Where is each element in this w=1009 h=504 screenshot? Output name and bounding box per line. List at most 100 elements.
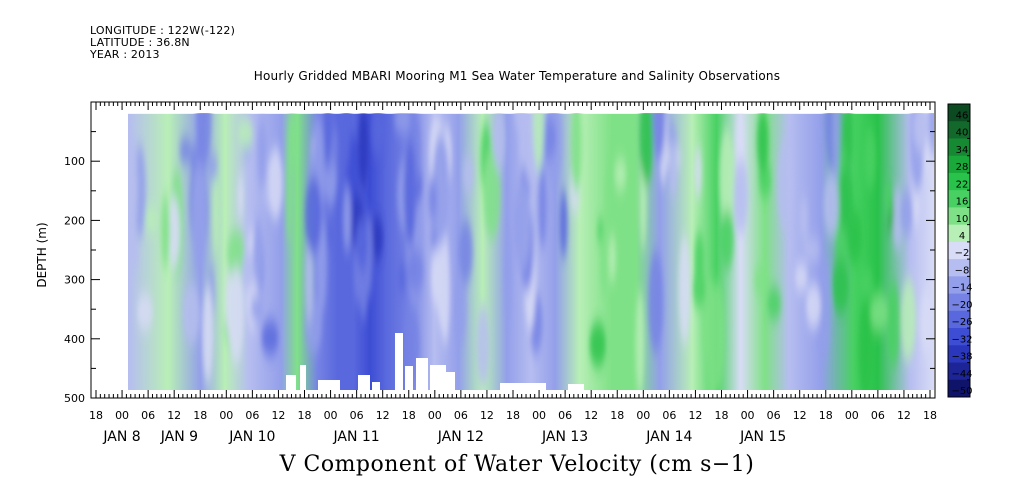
x-hour-label: 00 bbox=[115, 409, 129, 422]
colorbar-label: 34 bbox=[956, 145, 969, 156]
x-hour-label: 18 bbox=[819, 409, 833, 422]
colorbar-swatch bbox=[948, 379, 970, 398]
colorbar-swatch bbox=[948, 276, 970, 295]
colorbar-label: −8 bbox=[955, 265, 970, 276]
x-day-label: JAN 10 bbox=[228, 429, 275, 445]
colorbar-swatch bbox=[948, 345, 970, 364]
colorbar-frame bbox=[947, 103, 971, 398]
colorbar-swatch bbox=[948, 259, 970, 277]
y-tick-label: 500 bbox=[64, 392, 85, 405]
colorbar-label: −44 bbox=[951, 369, 972, 380]
missing-data-patch bbox=[405, 366, 413, 390]
colorbar-label: −38 bbox=[951, 352, 972, 363]
x-hour-label: 18 bbox=[506, 409, 520, 422]
year-label: YEAR : 2013 bbox=[90, 48, 160, 61]
x-hour-label: 18 bbox=[715, 409, 729, 422]
x-hour-label: 12 bbox=[376, 409, 390, 422]
chart-title: Hourly Gridded MBARI Mooring M1 Sea Wate… bbox=[253, 69, 781, 83]
colorbar-swatch bbox=[948, 293, 970, 312]
colorbar-swatch bbox=[948, 138, 970, 157]
x-day-label: JAN 11 bbox=[333, 429, 380, 445]
y-tick-label: 300 bbox=[64, 274, 85, 287]
x-hour-label: 12 bbox=[688, 409, 702, 422]
missing-data-patch bbox=[372, 382, 380, 390]
x-hour-label: 06 bbox=[767, 409, 781, 422]
colorbar-label: −20 bbox=[951, 300, 972, 311]
colorbar-swatch bbox=[948, 121, 970, 139]
x-hour-label: 06 bbox=[454, 409, 468, 422]
colorbar-label: 46 bbox=[956, 110, 969, 121]
colorbar-swatch bbox=[948, 328, 970, 346]
x-hour-label: 06 bbox=[245, 409, 259, 422]
x-hour-label: 00 bbox=[428, 409, 442, 422]
y-axis-label: DEPTH (m) bbox=[35, 222, 49, 287]
colorbar-swatch bbox=[948, 310, 970, 329]
x-hour-label: 18 bbox=[923, 409, 937, 422]
x-hour-label: 18 bbox=[610, 409, 624, 422]
missing-data-patch bbox=[416, 358, 428, 390]
missing-data-patch bbox=[318, 380, 340, 390]
latitude-label: LATITUDE : 36.8N bbox=[90, 36, 190, 49]
x-hour-label: 00 bbox=[845, 409, 859, 422]
colorbar-label: 40 bbox=[956, 128, 969, 139]
missing-data bbox=[286, 333, 584, 390]
x-hour-label: 18 bbox=[298, 409, 312, 422]
colorbar-label: −2 bbox=[955, 248, 970, 259]
x-hour-label: 12 bbox=[584, 409, 598, 422]
x-hour-label: 18 bbox=[402, 409, 416, 422]
missing-data-patch bbox=[300, 365, 306, 390]
colorbar-label: −26 bbox=[951, 317, 972, 328]
colorbar-label: −14 bbox=[951, 283, 972, 294]
y-tick-label: 100 bbox=[64, 155, 85, 168]
x-hour-label: 12 bbox=[793, 409, 807, 422]
colorbar-swatch bbox=[948, 190, 970, 208]
colorbar-label: −32 bbox=[951, 334, 972, 345]
x-day-label: JAN 15 bbox=[739, 429, 786, 445]
colorbar-swatch bbox=[948, 104, 970, 122]
heatmap-field bbox=[128, 113, 934, 390]
x-hour-label: 06 bbox=[350, 409, 364, 422]
y-tick-label: 200 bbox=[64, 214, 85, 227]
x-day-label: JAN 13 bbox=[541, 429, 588, 445]
colorbar-swatch bbox=[948, 155, 970, 174]
longitude-label: LONGITUDE : 122W(-122) bbox=[90, 24, 236, 37]
missing-data-patch bbox=[395, 333, 403, 390]
missing-data-patch bbox=[286, 375, 296, 390]
colorbar-label: 28 bbox=[956, 162, 969, 173]
missing-data-patch bbox=[430, 365, 446, 390]
missing-data-patch bbox=[358, 375, 370, 390]
missing-data-patch bbox=[568, 384, 584, 390]
x-day-label: JAN 12 bbox=[437, 429, 484, 445]
x-hour-label: 00 bbox=[532, 409, 546, 422]
colorbar-label: 22 bbox=[956, 179, 969, 190]
heatmap-texture bbox=[128, 113, 934, 390]
colorbar-swatch bbox=[948, 241, 970, 260]
x-hour-label: 06 bbox=[141, 409, 155, 422]
colorbar-swatch bbox=[948, 172, 970, 191]
colorbar-label: 16 bbox=[956, 197, 969, 208]
x-hour-label: 12 bbox=[480, 409, 494, 422]
missing-data-patch bbox=[500, 383, 546, 390]
x-hour-label: 06 bbox=[662, 409, 676, 422]
colorbar-swatch bbox=[948, 224, 970, 243]
x-hour-label: 00 bbox=[219, 409, 233, 422]
colorbar-swatch bbox=[948, 207, 970, 226]
x-hour-label: 06 bbox=[871, 409, 885, 422]
y-tick-label: 400 bbox=[64, 333, 85, 346]
colorbar-swatch bbox=[948, 362, 970, 381]
colorbar-label: 4 bbox=[959, 231, 965, 242]
x-hour-label: 12 bbox=[897, 409, 911, 422]
missing-data-patch bbox=[443, 372, 455, 390]
colorbar-label: −50 bbox=[951, 386, 972, 397]
x-hour-label: 06 bbox=[558, 409, 572, 422]
x-hour-label: 18 bbox=[89, 409, 103, 422]
x-hour-label: 00 bbox=[324, 409, 338, 422]
x-day-label: JAN 8 bbox=[102, 429, 140, 445]
x-hour-label: 00 bbox=[636, 409, 650, 422]
x-hour-label: 12 bbox=[167, 409, 181, 422]
x-hour-label: 18 bbox=[193, 409, 207, 422]
x-hour-label: 12 bbox=[271, 409, 285, 422]
variable-caption: V Component of Water Velocity (cm s−1) bbox=[279, 452, 755, 477]
x-hour-label: 00 bbox=[741, 409, 755, 422]
